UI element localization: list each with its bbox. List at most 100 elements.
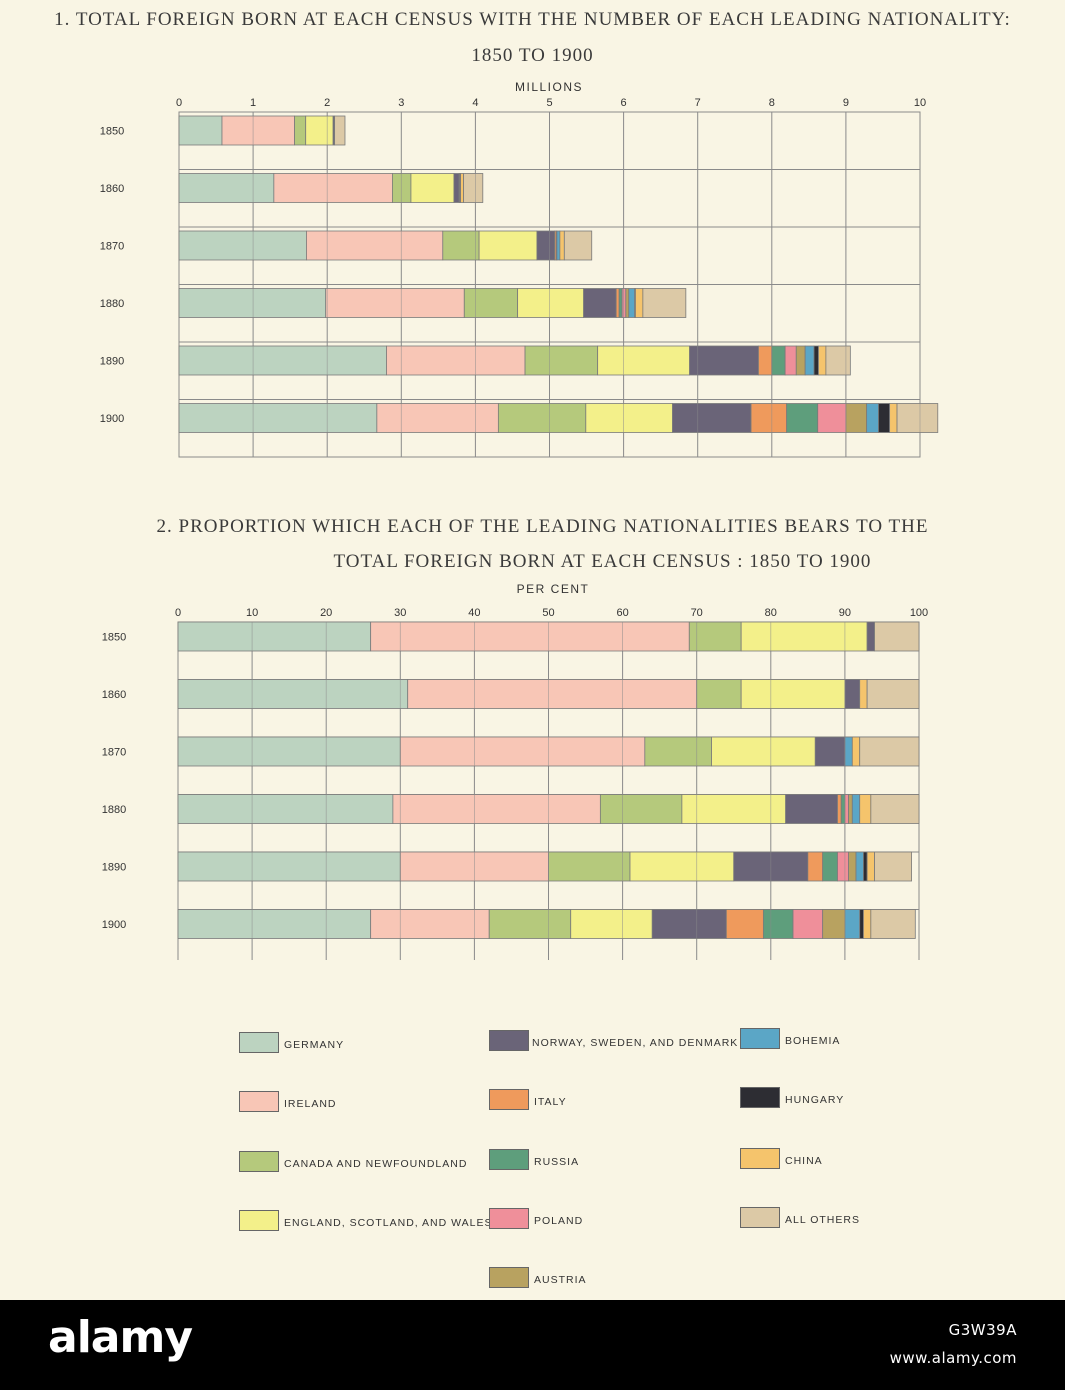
chart2-plot: 0 10 20 30 40 50 60 70 80 90 100 1850 1860 1870 1880 18… <box>102 607 928 960</box>
legend-bohemia-swatch <box>740 1027 780 1049</box>
chart2-bar-bohemia-1880 <box>851 794 861 824</box>
chart2-bar-poland-1890 <box>837 851 850 882</box>
chart2-bar-germany-1870 <box>177 736 401 767</box>
chart1-bar-russia-1890 <box>771 345 786 376</box>
legend-germany: GERMANY <box>239 1029 344 1055</box>
chart2-tick-label: 20 <box>320 607 332 619</box>
chart2-bar-germany-1850 <box>177 621 372 652</box>
chart2-bar-italy-1880 <box>837 794 842 824</box>
chart1-bar-canada-and-newfoundland-1900 <box>497 403 587 433</box>
chart1-year-label: 1860 <box>100 183 124 195</box>
watermark-footer: alamy G3W39A www.alamy.com <box>0 1300 1065 1390</box>
chart1-bar-england-scotland-and-wales-1880 <box>517 288 584 318</box>
chart1-bar-italy-1890 <box>758 345 773 376</box>
legend-italy-label: ITALY <box>534 1096 567 1108</box>
chart2-bar-england-scotland-and-wales-1850 <box>740 621 868 652</box>
legend-hungary-swatch <box>740 1086 780 1108</box>
chart1-year-label: 1850 <box>100 126 124 138</box>
legend-hungary: HUNGARY <box>740 1084 844 1110</box>
chart1-bar-ireland-1900 <box>376 403 499 433</box>
chart1-bar-germany-1860 <box>178 173 275 203</box>
chart1-bar-norway-sweden-and-denmark-1870 <box>536 230 556 261</box>
chart2-bar-bohemia-1890 <box>855 851 864 882</box>
chart1-bar-canada-and-newfoundland-1850 <box>294 115 307 146</box>
chart1-tick-label: 3 <box>398 97 404 109</box>
chart2-year-label: 1880 <box>102 804 126 816</box>
chart1-bar-hungary-1900 <box>878 403 891 433</box>
chart2-bar-china-1900 <box>863 909 872 939</box>
legend-russia-swatch <box>489 1148 529 1170</box>
chart2-year-label: 1890 <box>102 862 126 874</box>
chart2-tick-label: 60 <box>616 607 628 619</box>
chart1-bar-italy-1880 <box>615 288 620 318</box>
chart1-bar-poland-1900 <box>817 403 847 433</box>
chart2-bar-china-1890 <box>866 851 875 882</box>
chart2-bar-china-1860 <box>859 679 868 709</box>
chart1-bar-norway-sweden-and-denmark-1860 <box>453 173 460 203</box>
chart1-bar-russia-1900 <box>786 403 819 433</box>
chart1-bar-hungary-1890 <box>813 345 819 376</box>
chart2-bar-canada-and-newfoundland-1860 <box>696 679 742 709</box>
chart1-bar-bohemia-1870 <box>556 230 561 261</box>
legend-germany-label: GERMANY <box>284 1039 345 1051</box>
chart2-bar-england-scotland-and-wales-1860 <box>740 679 846 709</box>
chart1-bar-england-scotland-and-wales-1850 <box>305 115 334 146</box>
chart2-bar-canada-and-newfoundland-1890 <box>548 851 631 882</box>
chart2-bar-canada-and-newfoundland-1900 <box>488 909 572 939</box>
chart2-tick-label: 30 <box>394 607 406 619</box>
chart2-title: 2. PROPORTION WHICH EACH OF THE LEADING … <box>156 516 929 537</box>
chart1-year-label: 1900 <box>100 413 124 425</box>
legend-china: CHINA <box>740 1145 823 1171</box>
legend-england: ENGLAND, SCOTLAND, AND WALES <box>239 1207 492 1233</box>
chart1-bar-germany-1850 <box>178 115 223 146</box>
chart2-bar-all-others-1890 <box>874 851 912 882</box>
legend-norway-swatch <box>489 1029 529 1051</box>
legend-ireland: IRELAND <box>239 1088 337 1114</box>
legend-ireland-label: IRELAND <box>284 1098 337 1110</box>
legend-poland-swatch <box>489 1207 529 1229</box>
chart1-bar-canada-and-newfoundland-1870 <box>442 230 480 261</box>
chart2-bar-ireland-1870 <box>399 736 646 767</box>
chart1-axis-label: MILLIONS <box>514 80 583 94</box>
legend-italy-swatch <box>489 1088 529 1110</box>
chart2-bar-italy-1900 <box>725 909 764 939</box>
chart1-year-label: 1880 <box>100 298 124 310</box>
chart2-bar-canada-and-newfoundland-1870 <box>644 736 712 767</box>
legend-bohemia-label: BOHEMIA <box>785 1035 841 1047</box>
legend-italy: ITALY <box>489 1086 567 1112</box>
chart2-bar-england-scotland-and-wales-1890 <box>629 851 735 882</box>
legend-england-swatch <box>239 1209 279 1231</box>
chart1-tick-label: 4 <box>472 97 478 109</box>
legend-canada-swatch <box>239 1150 279 1172</box>
legend-ireland-swatch <box>239 1090 279 1112</box>
chart2-bar-england-scotland-and-wales-1870 <box>711 736 816 767</box>
chart2-tick-label: 90 <box>839 607 851 619</box>
chart1-bar-china-1890 <box>818 345 827 376</box>
chart1-year-label: 1890 <box>100 356 124 368</box>
alamy-logo: alamy <box>48 1312 193 1363</box>
chart1-tick-label: 5 <box>546 97 552 109</box>
chart2-bar-germany-1890 <box>177 851 401 882</box>
chart2-year-label: 1900 <box>102 919 126 931</box>
chart1-bar-england-scotland-and-wales-1870 <box>478 230 538 261</box>
chart1-bar-germany-1890 <box>178 345 387 376</box>
chart2-bar-all-others-1860 <box>866 679 920 709</box>
chart2-bar-italy-1890 <box>807 851 824 882</box>
chart2-bar-norway-sweden-and-denmark-1850 <box>866 621 875 652</box>
chart1-bar-ireland-1870 <box>306 230 444 261</box>
chart1-bar-china-1900 <box>889 403 898 433</box>
legend-canada: CANADA AND NEWFOUNDLAND <box>239 1148 467 1174</box>
chart2-bar-england-scotland-and-wales-1900 <box>570 909 653 939</box>
chart1-tick-label: 6 <box>621 97 627 109</box>
chart2-bar-norway-sweden-and-denmark-1870 <box>814 736 846 767</box>
chart1-tick-label: 9 <box>843 97 849 109</box>
chart1-subtitle: 1850 TO 1900 <box>471 45 594 66</box>
chart2-bar-austria-1900 <box>822 909 846 939</box>
chart2-bar-germany-1900 <box>177 909 372 939</box>
chart1-bar-canada-and-newfoundland-1880 <box>463 288 519 318</box>
chart1-plot: 0 1 2 3 4 5 6 7 8 9 10 1850 1860 1870 1880 1890 1900 <box>100 97 939 458</box>
chart2-bar-russia-1890 <box>822 851 838 882</box>
chart2-tick-label: 0 <box>175 607 181 619</box>
chart1-bar-norway-sweden-and-denmark-1900 <box>672 403 752 433</box>
chart2-tick-label: 70 <box>691 607 703 619</box>
